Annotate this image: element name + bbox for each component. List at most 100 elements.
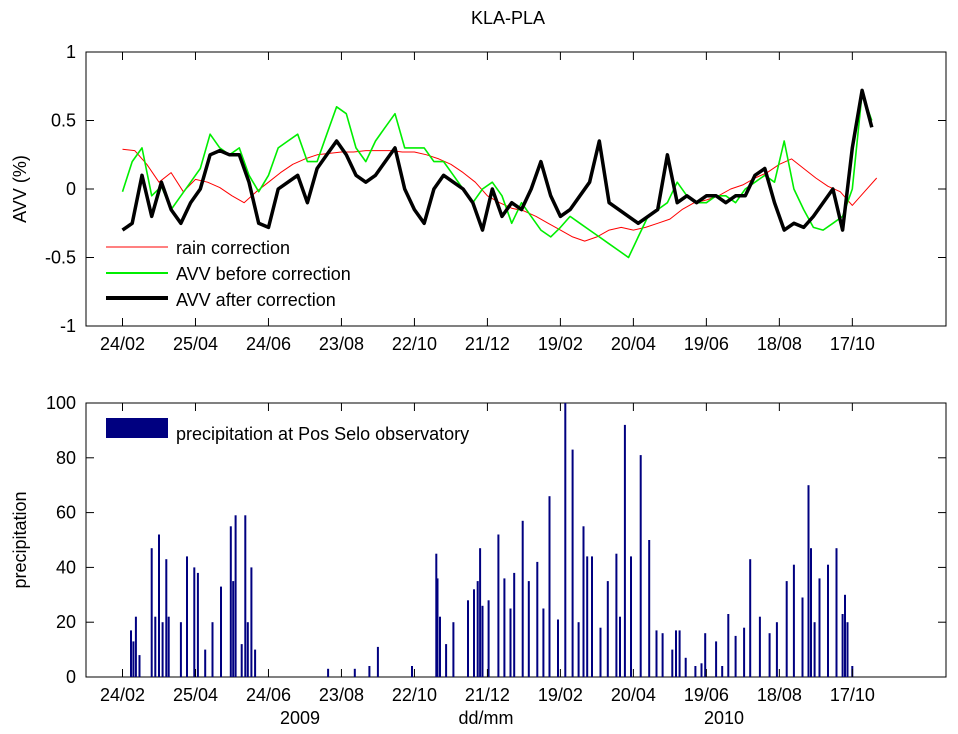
precipitation-bar (678, 630, 681, 677)
avv-after-correction-line (121, 88, 874, 232)
precipitation-bar (179, 622, 182, 677)
bottom-x-tick-label: 20/04 (611, 685, 656, 705)
precipitation-bar (571, 449, 574, 677)
precipitation-bar (186, 556, 188, 677)
bottom-x-tick-label: 21/12 (465, 685, 510, 705)
bottom-x-tick-label: 17/10 (830, 685, 875, 705)
precipitation-bar (473, 589, 475, 677)
precipitation-bar (193, 567, 196, 677)
top-legend: rain correction AVV before correction AV… (100, 232, 390, 316)
precipitation-bar (411, 666, 413, 677)
bottom-x-tick-label: 25/04 (173, 685, 218, 705)
precipitation-bar (542, 608, 545, 677)
precipitation-bar (818, 578, 821, 677)
precipitation-bar (220, 586, 222, 677)
precipitation-bar (161, 622, 164, 677)
precipitation-bar (675, 630, 677, 677)
legend-label-after: AVV after correction (176, 290, 336, 310)
top-x-tick-label: 23/08 (319, 334, 364, 354)
precipitation-bar (671, 649, 674, 677)
top-y-axis-label: AVV (%) (10, 155, 30, 223)
top-x-ticks: 24/02 25/04 24/06 23/08 22/10 21/12 19/02 20/04… (100, 52, 875, 354)
precipitation-bar (254, 649, 257, 677)
bottom-x-tick-label: 24/06 (246, 685, 291, 705)
precipitation-bar (661, 633, 664, 677)
precipitation-bar (229, 526, 232, 677)
precipitation-bar (557, 619, 559, 677)
precipitation-bar (807, 485, 810, 677)
precipitation-bar (503, 578, 506, 677)
bottom-y-tick-label: 40 (56, 557, 76, 577)
precipitation-bar (599, 627, 602, 677)
precipitation-bar (246, 622, 249, 677)
precipitation-bar (527, 581, 530, 677)
top-y-tick-label: 0 (66, 179, 76, 199)
precipitation-bar (548, 496, 551, 677)
top-x-tick-label: 25/04 (173, 334, 218, 354)
precipitation-bar (244, 515, 247, 677)
bottom-y-ticks: 0 20 40 60 80 100 (46, 393, 946, 687)
precipitation-bar (768, 633, 771, 677)
bottom-x-tick-label: 18/08 (757, 685, 802, 705)
top-x-tick-label: 20/04 (611, 334, 656, 354)
precipitation-bar (479, 548, 482, 677)
top-y-ticks: -1 -0.5 0 0.5 1 (45, 42, 946, 336)
precipitation-bar (240, 644, 243, 677)
precipitation-bar (704, 633, 707, 677)
top-y-tick-label: 1 (66, 42, 76, 62)
precipitation-bar (196, 572, 199, 677)
precipitation-bar (844, 594, 846, 677)
precipitation-bar (749, 559, 752, 677)
precipitation-bar (132, 641, 135, 677)
precipitation-bar (639, 455, 642, 677)
precipitation-bar (591, 556, 593, 677)
precipitation-bar (841, 614, 844, 677)
precipitation-bar (694, 666, 697, 677)
top-x-tick-label: 18/08 (757, 334, 802, 354)
bottom-x-tick-label: 19/06 (684, 685, 729, 705)
top-x-tick-label: 21/12 (465, 334, 510, 354)
precipitation-bar (327, 668, 330, 677)
precipitation-bar (630, 556, 632, 677)
avv-before-correction-line (121, 92, 873, 259)
precipitation-bar (353, 668, 356, 677)
top-x-tick-label: 22/10 (392, 334, 437, 354)
top-x-tick-label: 17/10 (830, 334, 875, 354)
precipitation-bar (165, 559, 168, 677)
precipitation-bar (376, 646, 379, 677)
bottom-x-ticks: 24/02 25/04 24/06 23/08 22/10 21/12 19/02 20/04… (100, 403, 875, 705)
top-y-tick-label: -1 (60, 316, 76, 336)
precipitation-bar (509, 608, 512, 677)
x-axis-label: dd/mm (458, 708, 513, 728)
precipitation-bar (536, 561, 539, 677)
precipitation-bar (606, 581, 609, 677)
precipitation-bar (810, 548, 812, 677)
precipitation-bar (846, 622, 849, 677)
precipitation-bar (785, 581, 788, 677)
legend-swatch-precip (106, 418, 168, 438)
precipitation-bar (232, 581, 235, 677)
legend-label-rain: rain correction (176, 238, 290, 258)
bottom-y-tick-label: 100 (46, 393, 76, 413)
precipitation-bar (250, 567, 253, 677)
precipitation-bar (655, 630, 658, 677)
precipitation-bar (648, 540, 651, 677)
precipitation-bar (445, 644, 448, 677)
bottom-y-tick-label: 20 (56, 612, 76, 632)
bottom-y-tick-label: 80 (56, 448, 76, 468)
bottom-y-tick-label: 0 (66, 667, 76, 687)
bottom-x-tick-label: 24/02 (100, 685, 145, 705)
bottom-x-tick-label: 23/08 (319, 685, 364, 705)
top-x-tick-label: 19/02 (538, 334, 583, 354)
precipitation-bar (623, 424, 626, 677)
precipitation-bar (743, 627, 746, 677)
bottom-legend-box (100, 412, 540, 454)
precipitation-bar (436, 578, 439, 677)
year-label-2010: 2010 (704, 708, 744, 728)
precipitation-bar (158, 534, 160, 677)
top-x-tick-label: 24/06 (246, 334, 291, 354)
precipitation-bar (577, 622, 580, 677)
precipitation-bar (715, 641, 718, 677)
precipitation-bar (734, 635, 737, 677)
